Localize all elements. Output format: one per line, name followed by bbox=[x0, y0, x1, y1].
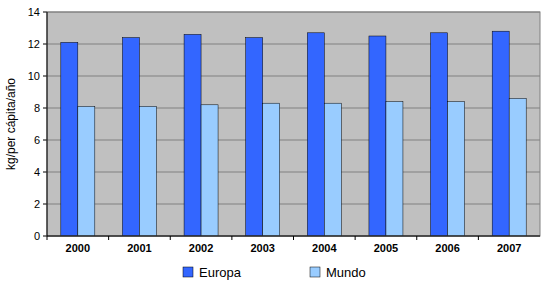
x-tick bbox=[355, 236, 356, 240]
legend-label: Europa bbox=[199, 265, 242, 280]
y-tick-label: 12 bbox=[28, 38, 40, 50]
chart: 0 2 4 6 8 10 12 14 2000 2001 2002 2003 2004 2005 2006 2… bbox=[0, 0, 550, 293]
x-tick-label: 2004 bbox=[312, 242, 337, 254]
x-tick bbox=[47, 236, 48, 240]
y-tick bbox=[43, 140, 47, 141]
x-tick-label: 2006 bbox=[435, 242, 459, 254]
x-tick-label: 2002 bbox=[189, 242, 213, 254]
bar bbox=[307, 33, 324, 236]
x-tick bbox=[170, 236, 171, 240]
bar bbox=[448, 102, 465, 236]
bar bbox=[61, 42, 78, 236]
y-tick bbox=[43, 44, 47, 45]
chart-holder: 0 2 4 6 8 10 12 14 2000 2001 2002 2003 2004 2005 2006 2… bbox=[0, 0, 550, 293]
y-tick-label: 0 bbox=[34, 230, 40, 242]
x-tick bbox=[108, 236, 109, 240]
x-tick bbox=[231, 236, 232, 240]
bar bbox=[201, 105, 218, 236]
legend-swatch bbox=[310, 267, 320, 277]
y-tick bbox=[43, 204, 47, 205]
bars bbox=[61, 31, 526, 236]
grid-line bbox=[47, 140, 540, 141]
bar bbox=[246, 38, 263, 236]
y-tick-label: 6 bbox=[34, 134, 40, 146]
y-tick-label: 14 bbox=[28, 6, 40, 18]
y-tick-label: 10 bbox=[28, 70, 40, 82]
bar bbox=[324, 103, 341, 236]
grid-line bbox=[47, 172, 540, 173]
y-tick-label: 4 bbox=[34, 166, 40, 178]
y-tick bbox=[43, 12, 47, 13]
bar bbox=[369, 36, 386, 236]
grid-line bbox=[47, 204, 540, 205]
x-tick-label: 2005 bbox=[374, 242, 398, 254]
x-tick bbox=[416, 236, 417, 240]
x-tick-label: 2001 bbox=[127, 242, 151, 254]
grid-line bbox=[47, 44, 540, 45]
x-tick bbox=[478, 236, 479, 240]
y-tick bbox=[43, 172, 47, 173]
grid-line bbox=[47, 108, 540, 109]
bar bbox=[492, 31, 509, 236]
bar bbox=[122, 38, 139, 236]
bar bbox=[509, 98, 526, 236]
y-tick bbox=[43, 108, 47, 109]
x-tick-label: 2000 bbox=[66, 242, 90, 254]
bar bbox=[431, 33, 448, 236]
grid-line bbox=[47, 76, 540, 77]
y-tick-label: 2 bbox=[34, 198, 40, 210]
x-tick-label: 2007 bbox=[497, 242, 521, 254]
y-tick bbox=[43, 236, 47, 237]
y-tick bbox=[43, 76, 47, 77]
x-tick-label: 2003 bbox=[250, 242, 274, 254]
y-axis bbox=[47, 12, 48, 236]
bar bbox=[184, 34, 201, 236]
bar bbox=[139, 106, 156, 236]
legend-label: Mundo bbox=[326, 265, 366, 280]
legend-swatch bbox=[183, 267, 193, 277]
y-axis-label: kg/per cápita/año bbox=[4, 78, 18, 170]
x-tick bbox=[293, 236, 294, 240]
plot-background bbox=[47, 12, 540, 236]
y-tick-label: 8 bbox=[34, 102, 40, 114]
bar bbox=[263, 103, 280, 236]
plot-frame bbox=[47, 12, 540, 236]
bar bbox=[386, 102, 403, 236]
bar bbox=[78, 106, 95, 236]
